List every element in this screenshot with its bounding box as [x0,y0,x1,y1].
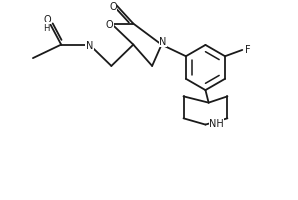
Text: NH: NH [209,118,224,128]
Text: N: N [86,40,93,50]
Text: N: N [159,37,167,47]
Text: O: O [106,19,114,29]
Text: F: F [245,45,251,55]
Text: O: O [109,2,117,12]
Text: H: H [43,23,49,32]
Text: O: O [43,15,51,25]
